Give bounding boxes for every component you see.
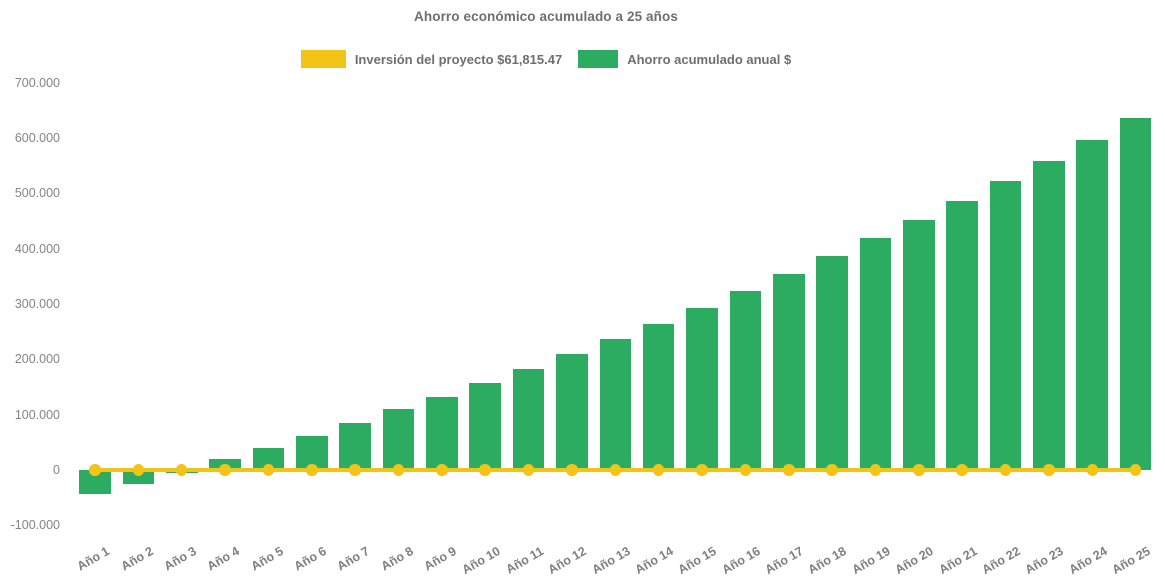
bar-año-8 [382,408,415,470]
x-tick-label: Año 7 [335,544,373,574]
bar-año-25 [1119,118,1152,470]
investment-line-marker [392,464,405,476]
investment-line-marker [1086,464,1099,476]
x-tick-label: Año 18 [806,544,850,577]
x-tick-label: Año 17 [762,544,806,577]
investment-line-marker [869,464,882,476]
y-tick-label: 700.000 [14,75,60,90]
investment-line-marker [956,464,968,476]
x-tick-label: Año 15 [675,544,720,577]
y-tick-label: 400.000 [14,241,60,256]
x-tick-label: Año 19 [849,544,893,577]
investment-line-marker [306,464,318,476]
bar-año-10 [469,382,502,470]
y-tick-label: 300.000 [14,296,60,311]
bar-año-24 [1076,140,1109,470]
bar-año-17 [772,274,805,470]
y-tick-label: 0 [53,462,60,477]
y-tick-label: 600.000 [14,131,60,145]
y-tick-label: 100.000 [14,407,60,422]
bar-año-19 [859,237,892,470]
investment-line-marker [566,464,578,476]
x-tick-label: Año 21 [936,544,980,577]
investment-line-marker [89,464,101,476]
bar-año-21 [946,201,978,470]
bar-año-2 [122,469,155,484]
investment-line-marker [826,464,838,476]
x-tick-label: Año 25 [1109,544,1153,577]
bar-año-16 [729,291,762,470]
bar-año-5 [252,447,285,470]
investment-line-marker [1129,464,1142,476]
investment-line-marker [132,464,145,476]
y-tick-label: 200.000 [14,352,60,367]
x-tick-label: Año 22 [979,544,1023,577]
bar-año-9 [426,396,458,470]
x-tick-label: Año 6 [291,544,329,574]
x-tick-label: Año 14 [632,544,676,577]
investment-line-marker [652,464,665,476]
legend-item-investment: Inversión del proyecto $61,815.47 [300,50,563,68]
x-tick-label: Año 20 [892,544,936,577]
bar-año-23 [1033,161,1065,470]
bar-año-7 [339,423,371,470]
x-tick-label: Año 16 [719,544,763,577]
legend-swatch-investment [300,50,346,68]
x-tick-label: Año 5 [248,544,286,574]
x-tick-label: Año 24 [1066,544,1110,577]
x-tick-label: Año 9 [421,544,459,574]
y-tick-label: -100.000 [10,518,60,533]
investment-line-marker [696,464,708,476]
legend-item-savings: Ahorro acumulado anual $ [578,50,791,68]
x-tick-label: Año 3 [161,544,199,574]
bar-año-14 [642,323,675,470]
bar-año-20 [903,220,935,470]
bar-año-11 [512,368,545,470]
investment-line-marker [262,464,275,476]
investment-line-marker [999,464,1012,476]
bar-año-22 [989,180,1022,470]
investment-line-marker [739,464,752,476]
x-tick-label: Año 11 [503,544,546,577]
x-tick-label: Año 1 [74,544,112,574]
legend-label-savings: Ahorro acumulado anual $ [627,51,792,67]
investment-line-marker [219,464,231,476]
x-tick-label: Año 12 [545,544,589,577]
x-tick-label: Año 23 [1022,544,1066,577]
bar-año-18 [816,255,848,470]
x-tick-label: Año 13 [589,544,633,577]
x-tick-label: Año 4 [204,544,243,574]
y-tick-label: 500.000 [14,186,60,201]
x-tick-label: Año 10 [459,544,503,577]
investment-line-marker [175,464,188,476]
investment-line-marker [609,464,622,476]
bar-año-1 [79,469,111,494]
legend-label-investment: Inversión del proyecto $61,815.47 [354,51,563,67]
investment-line-marker [436,464,448,476]
chart-title: Ahorro económico acumulado a 25 años [414,9,678,24]
investment-line-marker [479,464,491,476]
legend-swatch-savings [578,50,619,68]
x-tick-label: Año 2 [118,544,156,574]
x-tick-label: Año 8 [378,544,416,574]
investment-line-marker [783,464,795,476]
bar-año-15 [686,307,718,470]
bar-año-12 [556,353,588,470]
bar-año-13 [599,338,632,470]
investment-line-marker [522,464,535,476]
chart-legend: Inversión del proyecto $61,815.47 Ahorro… [0,50,1092,68]
investment-line-marker [1043,464,1055,476]
investment-line-marker [349,464,361,476]
investment-line-marker [913,464,925,476]
